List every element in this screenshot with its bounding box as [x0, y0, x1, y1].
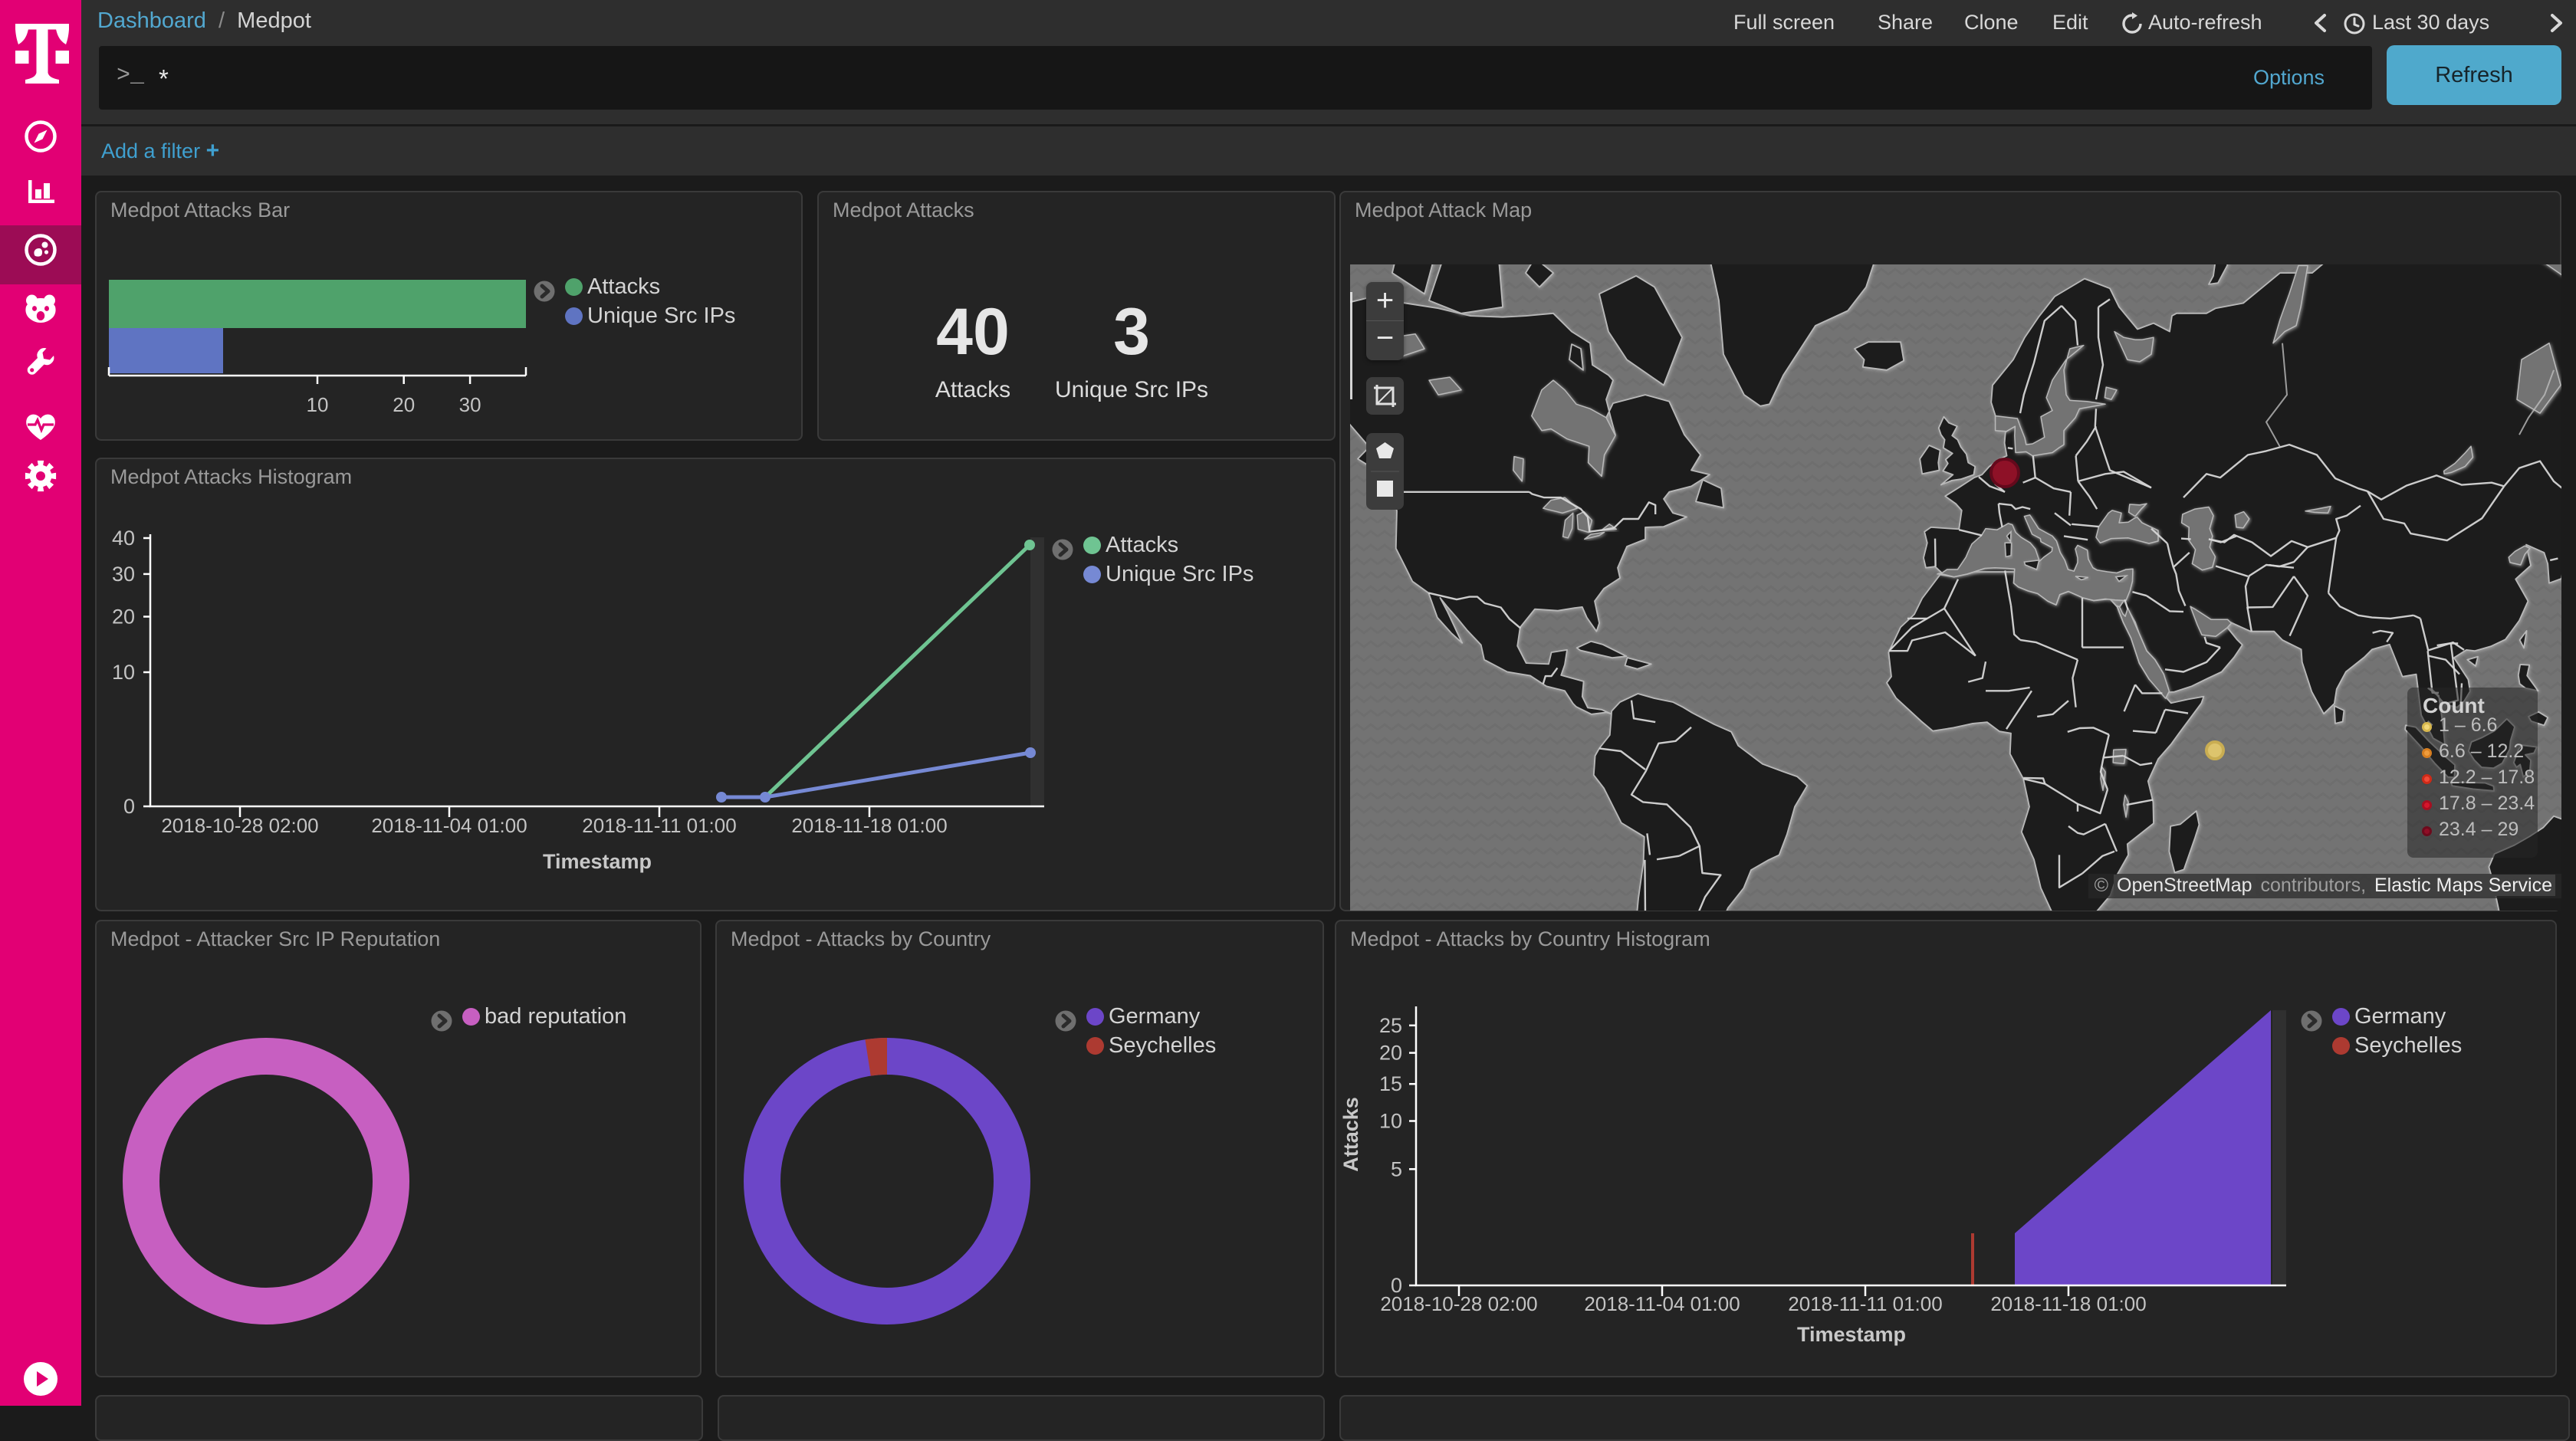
svg-text:15: 15	[1379, 1072, 1402, 1095]
svg-text:10: 10	[1379, 1110, 1402, 1133]
svg-text:2018-11-11 01:00: 2018-11-11 01:00	[582, 814, 736, 837]
svg-text:40: 40	[112, 527, 135, 550]
svg-text:30: 30	[459, 393, 481, 416]
svg-text:30: 30	[112, 563, 135, 586]
svg-text:10: 10	[112, 661, 135, 684]
svg-text:10: 10	[307, 393, 329, 416]
svg-text:20: 20	[112, 606, 135, 629]
svg-text:25: 25	[1379, 1014, 1402, 1037]
svg-text:2018-10-28 02:00: 2018-10-28 02:00	[1380, 1292, 1537, 1315]
svg-text:20: 20	[393, 393, 415, 416]
svg-text:2018-10-28 02:00: 2018-10-28 02:00	[161, 814, 318, 837]
svg-text:Timestamp: Timestamp	[543, 850, 652, 873]
svg-text:20: 20	[1379, 1042, 1402, 1065]
svg-text:2018-11-11 01:00: 2018-11-11 01:00	[1788, 1292, 1942, 1315]
svg-text:Attacks: Attacks	[1339, 1097, 1362, 1172]
svg-text:2018-11-18 01:00: 2018-11-18 01:00	[791, 814, 947, 837]
svg-text:2018-11-18 01:00: 2018-11-18 01:00	[1990, 1292, 2146, 1315]
svg-text:0: 0	[123, 795, 135, 818]
svg-text:2018-11-04 01:00: 2018-11-04 01:00	[1584, 1292, 1740, 1315]
svg-text:0: 0	[1391, 1274, 1402, 1297]
svg-text:Timestamp: Timestamp	[1797, 1323, 1906, 1346]
svg-text:2018-11-04 01:00: 2018-11-04 01:00	[371, 814, 527, 837]
svg-text:5: 5	[1391, 1157, 1402, 1180]
